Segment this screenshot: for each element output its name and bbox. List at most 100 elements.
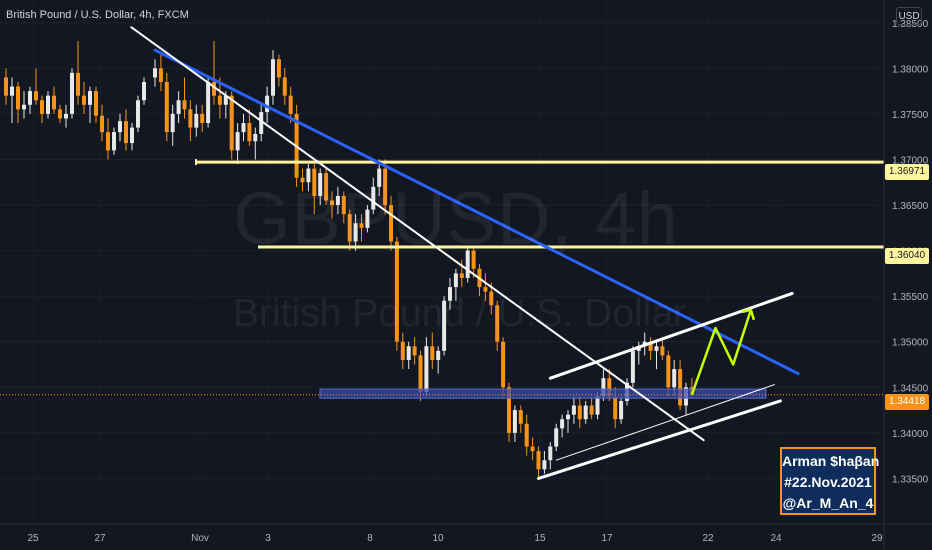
- candle-body: [46, 95, 50, 114]
- candle-body: [130, 127, 134, 144]
- candle-body: [512, 410, 517, 433]
- candle-body: [335, 195, 340, 206]
- candle-body: [136, 100, 140, 128]
- candle-body: [124, 121, 128, 144]
- author-handle: @Ar_M_An_4: [782, 495, 874, 511]
- candle-body: [406, 346, 411, 360]
- candle-body: [678, 369, 683, 406]
- x-tick-label: 10: [432, 533, 444, 544]
- y-tick-label: 1.33500: [892, 474, 929, 485]
- candle-body: [16, 86, 20, 110]
- candle-body: [436, 350, 441, 360]
- candle-body: [660, 346, 665, 356]
- currency-button[interactable]: USD: [896, 7, 922, 25]
- candle-body: [607, 378, 612, 397]
- candle-body: [164, 82, 169, 133]
- candle-body: [82, 95, 86, 105]
- trendline-channel-mid: [555, 384, 775, 461]
- current-price-tag: 1.34418: [885, 394, 929, 410]
- candle-body: [465, 250, 470, 278]
- candle-body: [341, 195, 346, 215]
- candle-body: [40, 100, 44, 114]
- trendline-channel-upper: [548, 291, 794, 380]
- x-tick-label: 25: [27, 533, 39, 544]
- candle-body: [418, 355, 423, 392]
- candle-body: [76, 72, 80, 96]
- x-axis: 25 27 Nov 3 8 10 15 17 22 24 29: [0, 523, 932, 544]
- candle-body: [288, 95, 293, 114]
- candle-body: [448, 287, 452, 301]
- candle-body: [471, 250, 476, 269]
- x-tick-label: 15: [534, 533, 546, 544]
- candle-body: [324, 173, 329, 201]
- projection-path: [690, 309, 753, 396]
- candle-body: [194, 113, 199, 128]
- candle-body: [524, 423, 529, 447]
- y-tick-label: 1.37500: [892, 110, 929, 121]
- y-tick-label: 1.34500: [892, 383, 929, 394]
- chart-header-title: British Pound / U.S. Dollar, 4h, FXCM: [6, 9, 189, 21]
- candle-body: [648, 341, 653, 351]
- candle-body: [495, 305, 500, 342]
- candle-body: [276, 59, 281, 78]
- candle-body: [259, 112, 264, 134]
- x-tick-label: 3: [265, 533, 271, 544]
- candle-body: [566, 414, 570, 420]
- candle-body: [542, 460, 547, 470]
- y-tick-label: 1.34000: [892, 429, 929, 440]
- candle-body: [153, 68, 157, 78]
- y-tick-label: 1.35000: [892, 338, 929, 349]
- candle-body: [577, 405, 582, 420]
- y-tick-label: 1.36500: [892, 201, 929, 212]
- candle-body: [394, 241, 399, 342]
- candle-body: [200, 113, 205, 124]
- candle-body: [442, 300, 447, 351]
- candle-body: [353, 223, 358, 242]
- candle-body: [112, 132, 116, 151]
- y-tick-label: 1.37000: [892, 155, 929, 166]
- candle-body: [247, 123, 252, 142]
- author-date: #22.Nov.2021: [784, 474, 872, 490]
- candle-body: [583, 405, 588, 420]
- candle-body: [58, 109, 62, 119]
- trendline-channel-lower: [537, 399, 782, 480]
- author-name: Arman $haβan: [782, 453, 880, 469]
- candle-body: [212, 82, 216, 96]
- candle-body: [377, 168, 382, 187]
- x-tick-label: Nov: [191, 533, 209, 544]
- candle-body: [28, 91, 32, 105]
- drawings: [0, 26, 884, 480]
- candle-body: [601, 378, 606, 397]
- candle-body: [217, 95, 222, 105]
- y-axis-panel: [884, 0, 932, 550]
- author-signature-box: Arman $haβan #22.Nov.2021 @Ar_M_An_4: [780, 447, 880, 515]
- candle-body: [52, 95, 56, 110]
- x-tick-label: 27: [94, 533, 106, 544]
- candle-body: [518, 410, 523, 424]
- candle-body: [176, 100, 181, 114]
- candle-body: [347, 214, 352, 242]
- candle-body: [554, 428, 559, 447]
- candle-body: [630, 350, 635, 383]
- x-tick-label: 8: [367, 533, 373, 544]
- candle-body: [412, 346, 417, 356]
- candle-body: [223, 95, 228, 105]
- watermark-symbol: GBPUSD, 4h: [233, 177, 679, 260]
- x-tick-label: 29: [871, 533, 883, 544]
- candle-body: [70, 72, 74, 114]
- trendline-blue-resistance: [153, 48, 800, 376]
- candle-body: [4, 77, 8, 96]
- candle-body: [182, 100, 187, 110]
- y-tick-label: 1.38000: [892, 64, 929, 75]
- candle-body: [300, 177, 305, 183]
- candle-body: [424, 346, 429, 392]
- candle-body: [22, 104, 26, 110]
- x-tick-label: 24: [770, 533, 782, 544]
- projection-arrowhead: [741, 308, 756, 321]
- lower-zone-price-tag: 1.36040: [885, 248, 929, 264]
- candle-body: [619, 400, 624, 420]
- candle-body: [501, 341, 506, 388]
- candles: [4, 41, 694, 479]
- candle-body: [383, 168, 388, 206]
